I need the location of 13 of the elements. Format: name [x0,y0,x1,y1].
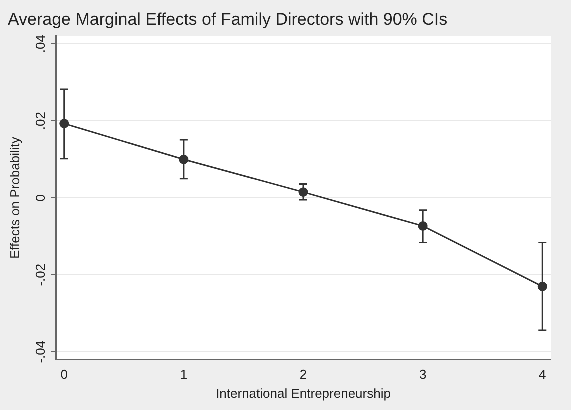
y-tick-label: -.02 [33,264,48,286]
x-tick-label: 0 [60,367,68,382]
y-tick-label: .02 [33,112,48,130]
x-tick-label: 2 [300,367,308,382]
x-tick-label: 3 [419,367,427,382]
y-tick-label: -.04 [33,340,48,364]
x-axis-title: International Entrepreneurship [216,386,391,401]
y-axis-title: Effects on Probability [7,136,22,260]
chart-title: Average Marginal Effects of Family Directors with 90% CIs [8,10,448,29]
y-tick-label: 0 [33,194,48,202]
x-tick-label: 1 [180,367,188,382]
y-tick-label: .04 [33,35,48,54]
x-tick-label: 4 [539,367,546,382]
